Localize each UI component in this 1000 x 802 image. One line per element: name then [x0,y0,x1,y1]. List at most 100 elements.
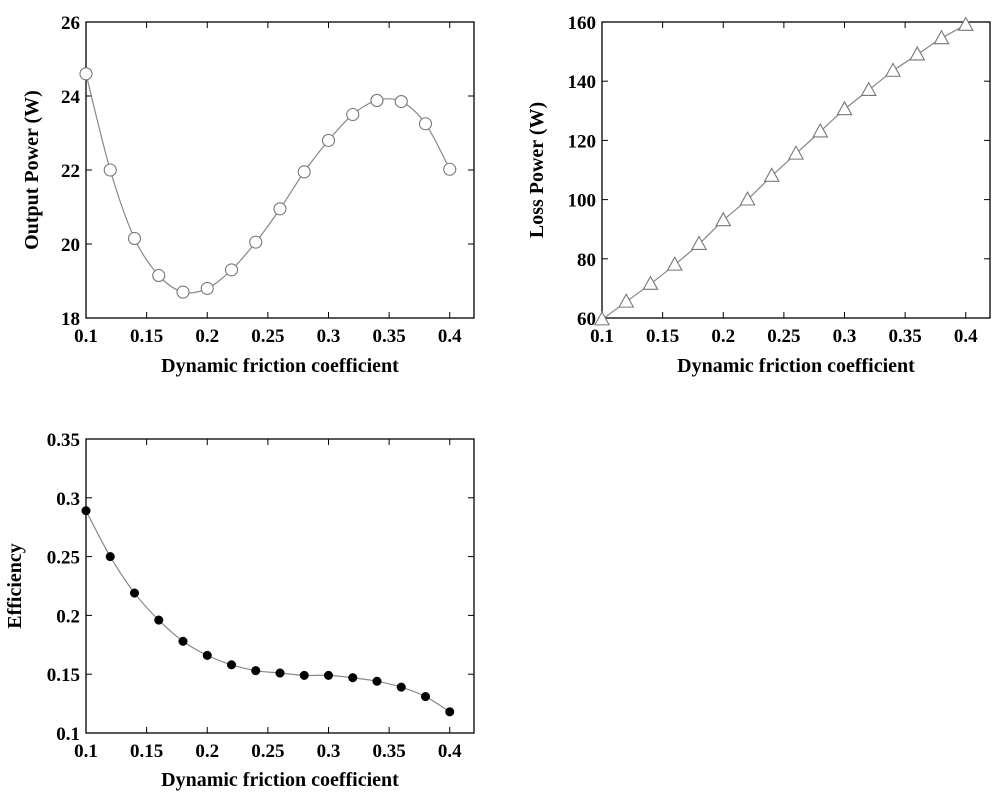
data-point [884,62,902,77]
x-tick-label: 0.1 [74,326,98,347]
data-point [297,165,311,179]
data-point [787,145,805,160]
data-point [739,190,756,206]
data-point [81,506,91,516]
x-tick-label: 0.3 [317,741,341,762]
x-tick-label: 0.1 [590,326,614,347]
data-point [103,163,117,177]
y-tick-label: 24 [61,87,81,108]
y-tick-label: 0.3 [56,489,80,510]
data-point [299,670,309,680]
data-point [275,668,285,678]
data-point [202,650,212,660]
y-tick-label: 0.25 [47,548,80,569]
x-tick-label: 0.2 [195,326,219,347]
y-tick-label: 0.2 [56,606,80,627]
data-point [933,29,950,45]
x-tick-label: 0.3 [317,326,341,347]
y-tick-label: 60 [577,309,596,330]
x-tick-label: 0.25 [767,326,800,347]
x-tick-label: 0.15 [646,326,679,347]
data-point [321,133,336,147]
y-axis-label: Output Power (W) [21,90,43,250]
data-point [370,93,384,107]
data-point [323,670,334,680]
data-point [129,588,140,598]
x-tick-label: 0.4 [954,326,978,347]
data-point [715,211,732,227]
data-point [200,281,214,295]
x-tick-label: 0.35 [373,326,406,347]
x-tick-label: 0.35 [889,326,922,347]
y-axis-label: Efficiency [4,543,26,629]
data-point [836,100,853,116]
x-tick-label: 0.1 [74,741,98,762]
data-point [346,107,360,122]
data-point [860,81,877,97]
data-point [154,615,164,625]
data-point [226,660,237,670]
y-axis-label: Loss Power (W) [526,102,548,238]
plot-frame [601,21,991,319]
x-tick-label: 0.2 [711,326,735,347]
plot-frame [85,438,475,734]
y-tick-label: 0.35 [47,430,80,451]
data-point [127,231,142,245]
x-tick-label: 0.3 [833,326,857,347]
data-point [176,285,190,299]
y-tick-label: 100 [568,191,597,212]
x-axis-label: Dynamic friction coefficient [161,355,399,377]
loss-power-chart: 0.1 0.15 0.2 0.25 0.3 0.35 0.4 60 80 100 120 140 160… [526,13,991,377]
data-point [909,45,926,61]
series-line [85,510,451,713]
data-point [273,202,287,216]
data-point [152,268,166,283]
y-tick-label: 22 [61,161,80,182]
data-point [443,162,457,176]
x-tick-label: 0.4 [438,741,462,762]
y-tick-label: 140 [568,72,597,93]
y-tick-label: 18 [61,309,80,330]
data-point [642,275,659,290]
data-point [666,256,683,271]
plot-frame [85,21,475,319]
y-tick-label: 120 [568,131,597,152]
y-tick-label: 160 [568,13,597,34]
x-tick-label: 0.25 [251,326,284,347]
data-point [249,235,263,249]
output-power-chart: 0.1 0.15 0.2 0.25 0.3 0.35 0.4 18 20 22 24 26 Dynami… [21,13,475,377]
x-tick-label: 0.15 [130,326,163,347]
data-point [348,673,358,683]
y-tick-label: 80 [577,250,596,271]
data-point [957,16,974,31]
data-point [396,682,406,692]
x-tick-label: 0.4 [438,326,462,347]
x-tick-label: 0.2 [195,741,219,762]
data-point [763,167,780,182]
data-point [593,310,611,326]
x-axis-label: Dynamic friction coefficient [161,769,399,791]
data-point [418,117,433,131]
data-point [372,676,382,686]
x-tick-label: 0.15 [130,741,163,762]
data-point [178,636,188,646]
data-point [445,707,455,717]
data-point [105,552,115,562]
x-tick-label: 0.25 [251,741,284,762]
y-tick-label: 0.1 [56,724,80,745]
efficiency-chart: 0.1 0.15 0.2 0.25 0.3 0.35 0.4 0.1 0.15 0.2 0.25 0.… [4,430,475,791]
x-tick-label: 0.35 [373,741,406,762]
y-tick-label: 20 [61,235,80,256]
data-point [420,691,431,702]
y-tick-label: 26 [61,13,80,34]
data-point [79,67,93,81]
data-point [224,263,239,277]
x-axis-label: Dynamic friction coefficient [677,355,915,377]
series-line [85,73,451,294]
data-point [618,293,635,308]
data-point [251,666,261,676]
data-point [690,235,708,250]
series-line [601,24,967,320]
data-point [394,95,408,109]
